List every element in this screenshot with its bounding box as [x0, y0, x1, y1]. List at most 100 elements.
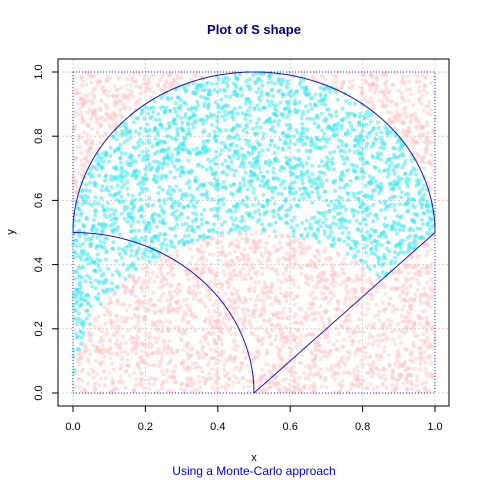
outside-point: [265, 351, 269, 355]
inside-point: [78, 285, 83, 290]
inside-point: [140, 109, 145, 114]
outside-point: [245, 378, 250, 383]
outside-point: [317, 375, 322, 380]
inside-point: [129, 211, 134, 216]
inside-point: [164, 243, 169, 248]
outside-point: [100, 114, 105, 119]
outside-point: [171, 351, 176, 356]
outside-point: [306, 363, 311, 368]
inside-point: [142, 251, 147, 256]
outside-point: [363, 312, 368, 317]
inside-point: [129, 223, 134, 228]
outside-point: [408, 283, 413, 288]
inside-point: [153, 126, 157, 131]
outside-point: [395, 109, 400, 114]
outside-point: [181, 314, 186, 318]
outside-point: [240, 307, 245, 312]
outside-point: [418, 292, 423, 297]
outside-point: [228, 353, 233, 358]
outside-point: [417, 345, 422, 350]
inside-point: [153, 117, 158, 122]
inside-point: [372, 165, 377, 169]
inside-point: [405, 184, 410, 189]
chart-subtitle: Using a Monte-Carlo approach: [172, 464, 335, 478]
outside-point: [404, 326, 409, 331]
outside-point: [380, 100, 385, 105]
inside-point: [394, 154, 399, 159]
outside-point: [412, 321, 417, 326]
inside-point: [299, 172, 304, 177]
outside-point: [285, 339, 290, 344]
outside-point: [121, 334, 126, 339]
outside-point: [189, 377, 194, 382]
outside-point: [365, 302, 370, 307]
outside-point: [216, 305, 221, 310]
outside-point: [310, 290, 315, 295]
inside-point: [355, 191, 360, 196]
outside-point: [268, 385, 273, 390]
outside-point: [424, 265, 429, 270]
outside-point: [336, 360, 341, 365]
outside-point: [104, 131, 109, 136]
outside-point: [180, 331, 185, 336]
outside-point: [113, 103, 118, 108]
inside-point: [186, 203, 191, 208]
outside-point: [359, 91, 364, 96]
outside-point: [368, 332, 373, 337]
outside-point: [369, 96, 374, 101]
outside-point: [235, 365, 239, 370]
outside-point: [192, 267, 197, 272]
inside-point: [243, 112, 248, 117]
outside-point: [417, 282, 422, 287]
inside-point: [108, 223, 113, 228]
inside-point: [162, 237, 167, 242]
outside-point: [185, 303, 190, 308]
inside-point: [175, 222, 179, 227]
outside-point: [145, 343, 150, 348]
inside-point: [372, 264, 377, 269]
outside-point: [425, 374, 430, 379]
inside-point: [100, 203, 105, 208]
outside-point: [73, 124, 78, 129]
inside-point: [119, 170, 124, 175]
outside-point: [345, 326, 350, 331]
outside-point: [369, 72, 374, 77]
inside-point: [420, 222, 425, 227]
inside-point: [267, 158, 272, 163]
outside-point: [329, 364, 334, 369]
outside-point: [325, 367, 330, 372]
outside-point: [281, 306, 286, 311]
outside-point: [128, 337, 133, 342]
outside-point: [355, 364, 360, 369]
outside-point: [399, 340, 403, 345]
outside-point: [400, 95, 405, 100]
inside-point: [309, 226, 314, 231]
inside-point: [73, 307, 78, 312]
outside-point: [198, 271, 203, 276]
outside-point: [110, 390, 115, 394]
outside-point: [411, 323, 416, 328]
inside-point: [217, 197, 221, 202]
outside-point: [307, 373, 312, 378]
outside-point: [405, 290, 410, 295]
outside-point: [402, 360, 407, 364]
outside-point: [298, 342, 303, 347]
outside-point: [424, 321, 429, 326]
outside-point: [201, 344, 206, 349]
outside-point: [185, 369, 190, 374]
outside-point: [133, 347, 138, 352]
outside-point: [359, 273, 364, 278]
inside-point: [344, 142, 349, 147]
outside-point: [79, 158, 84, 163]
outside-point: [301, 245, 306, 250]
inside-point: [132, 237, 136, 242]
inside-point: [172, 106, 177, 111]
inside-point: [271, 176, 276, 181]
inside-point: [385, 133, 390, 138]
inside-point: [360, 128, 365, 133]
inside-point: [300, 221, 305, 225]
inside-point: [251, 186, 256, 191]
inside-point: [223, 158, 228, 163]
outside-point: [295, 294, 299, 299]
outside-point: [95, 82, 100, 87]
